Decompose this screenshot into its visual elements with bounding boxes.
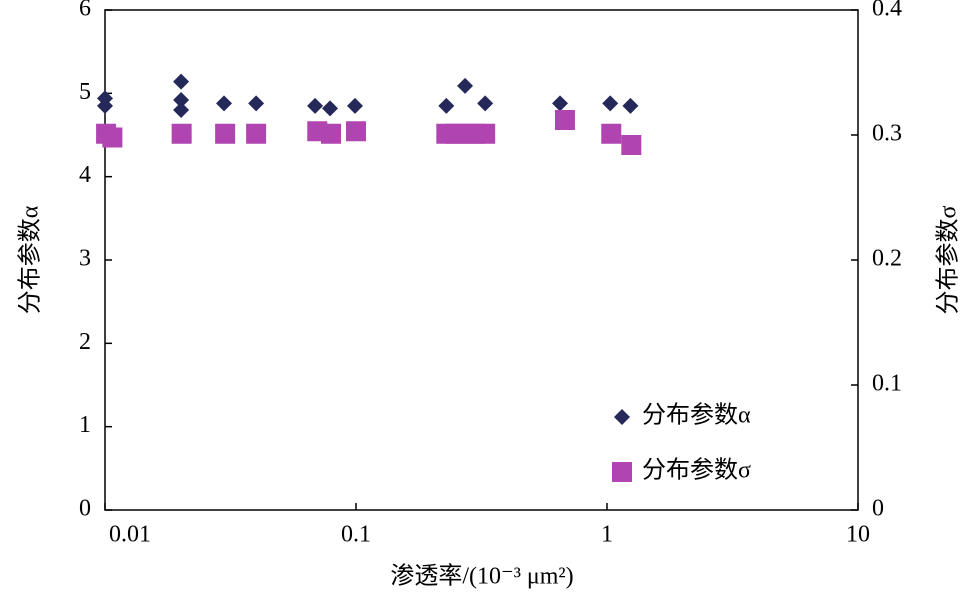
y-tick-label: 2 bbox=[79, 329, 91, 355]
x-tick-label: 1 bbox=[601, 522, 613, 548]
diamond-marker bbox=[614, 409, 630, 425]
square-marker bbox=[601, 123, 622, 144]
square-marker bbox=[246, 123, 267, 144]
diamond-marker bbox=[622, 97, 639, 114]
y-axis-label: 分布参数α bbox=[17, 205, 44, 314]
square-marker bbox=[320, 123, 341, 144]
diamond-marker bbox=[216, 95, 233, 112]
plot-frame bbox=[104, 9, 859, 511]
diamond-marker bbox=[347, 97, 364, 114]
y2-tick-label: 0.2 bbox=[872, 246, 902, 272]
legend-label: 分布参数σ bbox=[642, 457, 751, 484]
y2-tick-label: 0.3 bbox=[872, 121, 902, 147]
legend-label: 分布参数α bbox=[642, 402, 751, 429]
diamond-marker bbox=[248, 95, 265, 112]
diamond-marker bbox=[173, 102, 190, 118]
diamond-marker bbox=[552, 95, 569, 112]
diamond-marker bbox=[477, 95, 494, 112]
x-tick-label: 0.01 bbox=[109, 522, 151, 548]
y-tick-label: 3 bbox=[79, 246, 91, 272]
diamond-marker bbox=[322, 100, 339, 117]
y-tick-label: 4 bbox=[79, 162, 91, 188]
y2-tick-label: 0.1 bbox=[872, 371, 902, 397]
square-marker bbox=[621, 135, 642, 155]
y2-tick-label: 0.4 bbox=[872, 0, 902, 22]
square-marker bbox=[102, 127, 123, 148]
diamond-marker bbox=[457, 77, 474, 94]
square-marker bbox=[346, 121, 366, 142]
diamond-marker bbox=[97, 97, 113, 114]
diamond-marker bbox=[173, 92, 190, 108]
y-tick-label: 5 bbox=[79, 79, 91, 105]
y-tick-label: 6 bbox=[79, 0, 91, 22]
square-marker bbox=[554, 110, 575, 130]
y2-axis-label: 分布参数σ bbox=[935, 205, 962, 314]
diamond-marker bbox=[602, 95, 619, 112]
diamond-marker bbox=[438, 97, 455, 114]
x-tick-label: 0.1 bbox=[341, 522, 371, 548]
square-marker bbox=[475, 123, 496, 144]
y2-tick-label: 0 bbox=[872, 496, 884, 522]
y-tick-label: 1 bbox=[79, 412, 91, 438]
y-tick-label: 0 bbox=[79, 496, 91, 522]
square-marker bbox=[612, 462, 632, 482]
diamond-marker bbox=[307, 97, 324, 114]
x-tick-label: 10 bbox=[846, 522, 870, 548]
square-marker bbox=[171, 123, 192, 144]
x-axis-label: 渗透率/(10⁻³ μm²) bbox=[390, 563, 573, 590]
square-marker bbox=[215, 123, 236, 144]
diamond-marker bbox=[173, 73, 190, 90]
